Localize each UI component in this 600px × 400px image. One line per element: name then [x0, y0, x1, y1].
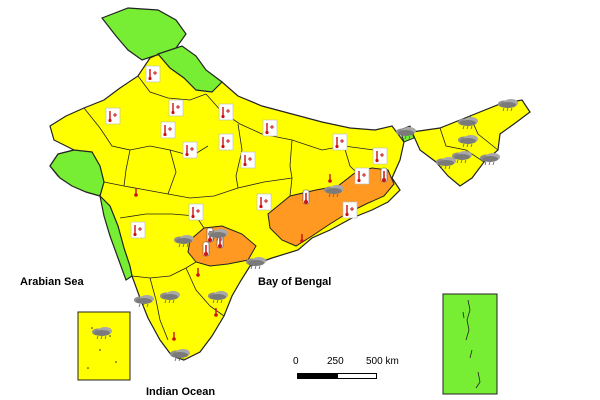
thermometer-box-icon	[218, 103, 234, 121]
thermometer-box-icon	[256, 193, 272, 211]
scale-tick-0: 0	[293, 356, 299, 367]
arabian-sea-label: Arabian Sea	[20, 276, 84, 288]
andaman-nicobar-islands	[462, 299, 481, 389]
scale-tick-250: 250	[327, 356, 344, 367]
lakshadweep-inset	[77, 311, 131, 381]
thermometer-box-icon	[145, 65, 161, 83]
bay-of-bengal-label: Bay of Bengal	[258, 276, 332, 288]
thermometer-box-icon	[332, 133, 348, 151]
thermometer-box-icon	[218, 133, 234, 151]
thermometer-icon	[380, 167, 388, 183]
thermometer-box-icon	[105, 107, 121, 125]
thermometer-box-icon	[342, 201, 358, 219]
thermometer-box-icon	[168, 99, 184, 117]
ladakh-himachal-region	[156, 45, 223, 93]
thermometer-box-icon	[130, 221, 146, 239]
thermometer-box-icon	[182, 141, 198, 159]
scale-tick-500: 500 km	[366, 356, 399, 367]
thermometer-box-icon	[240, 151, 256, 169]
thermometer-icon	[202, 241, 210, 257]
thermometer-box-icon	[354, 167, 370, 185]
thermometer-box-icon	[160, 121, 176, 139]
scale-bar	[297, 373, 377, 379]
thermometer-icon	[302, 189, 310, 205]
thermometer-box-icon	[188, 203, 204, 221]
thermometer-box-icon	[372, 147, 388, 165]
thermometer-box-icon	[262, 119, 278, 137]
indian-ocean-label: Indian Ocean	[146, 386, 216, 398]
lakshadweep-islands	[87, 327, 117, 369]
